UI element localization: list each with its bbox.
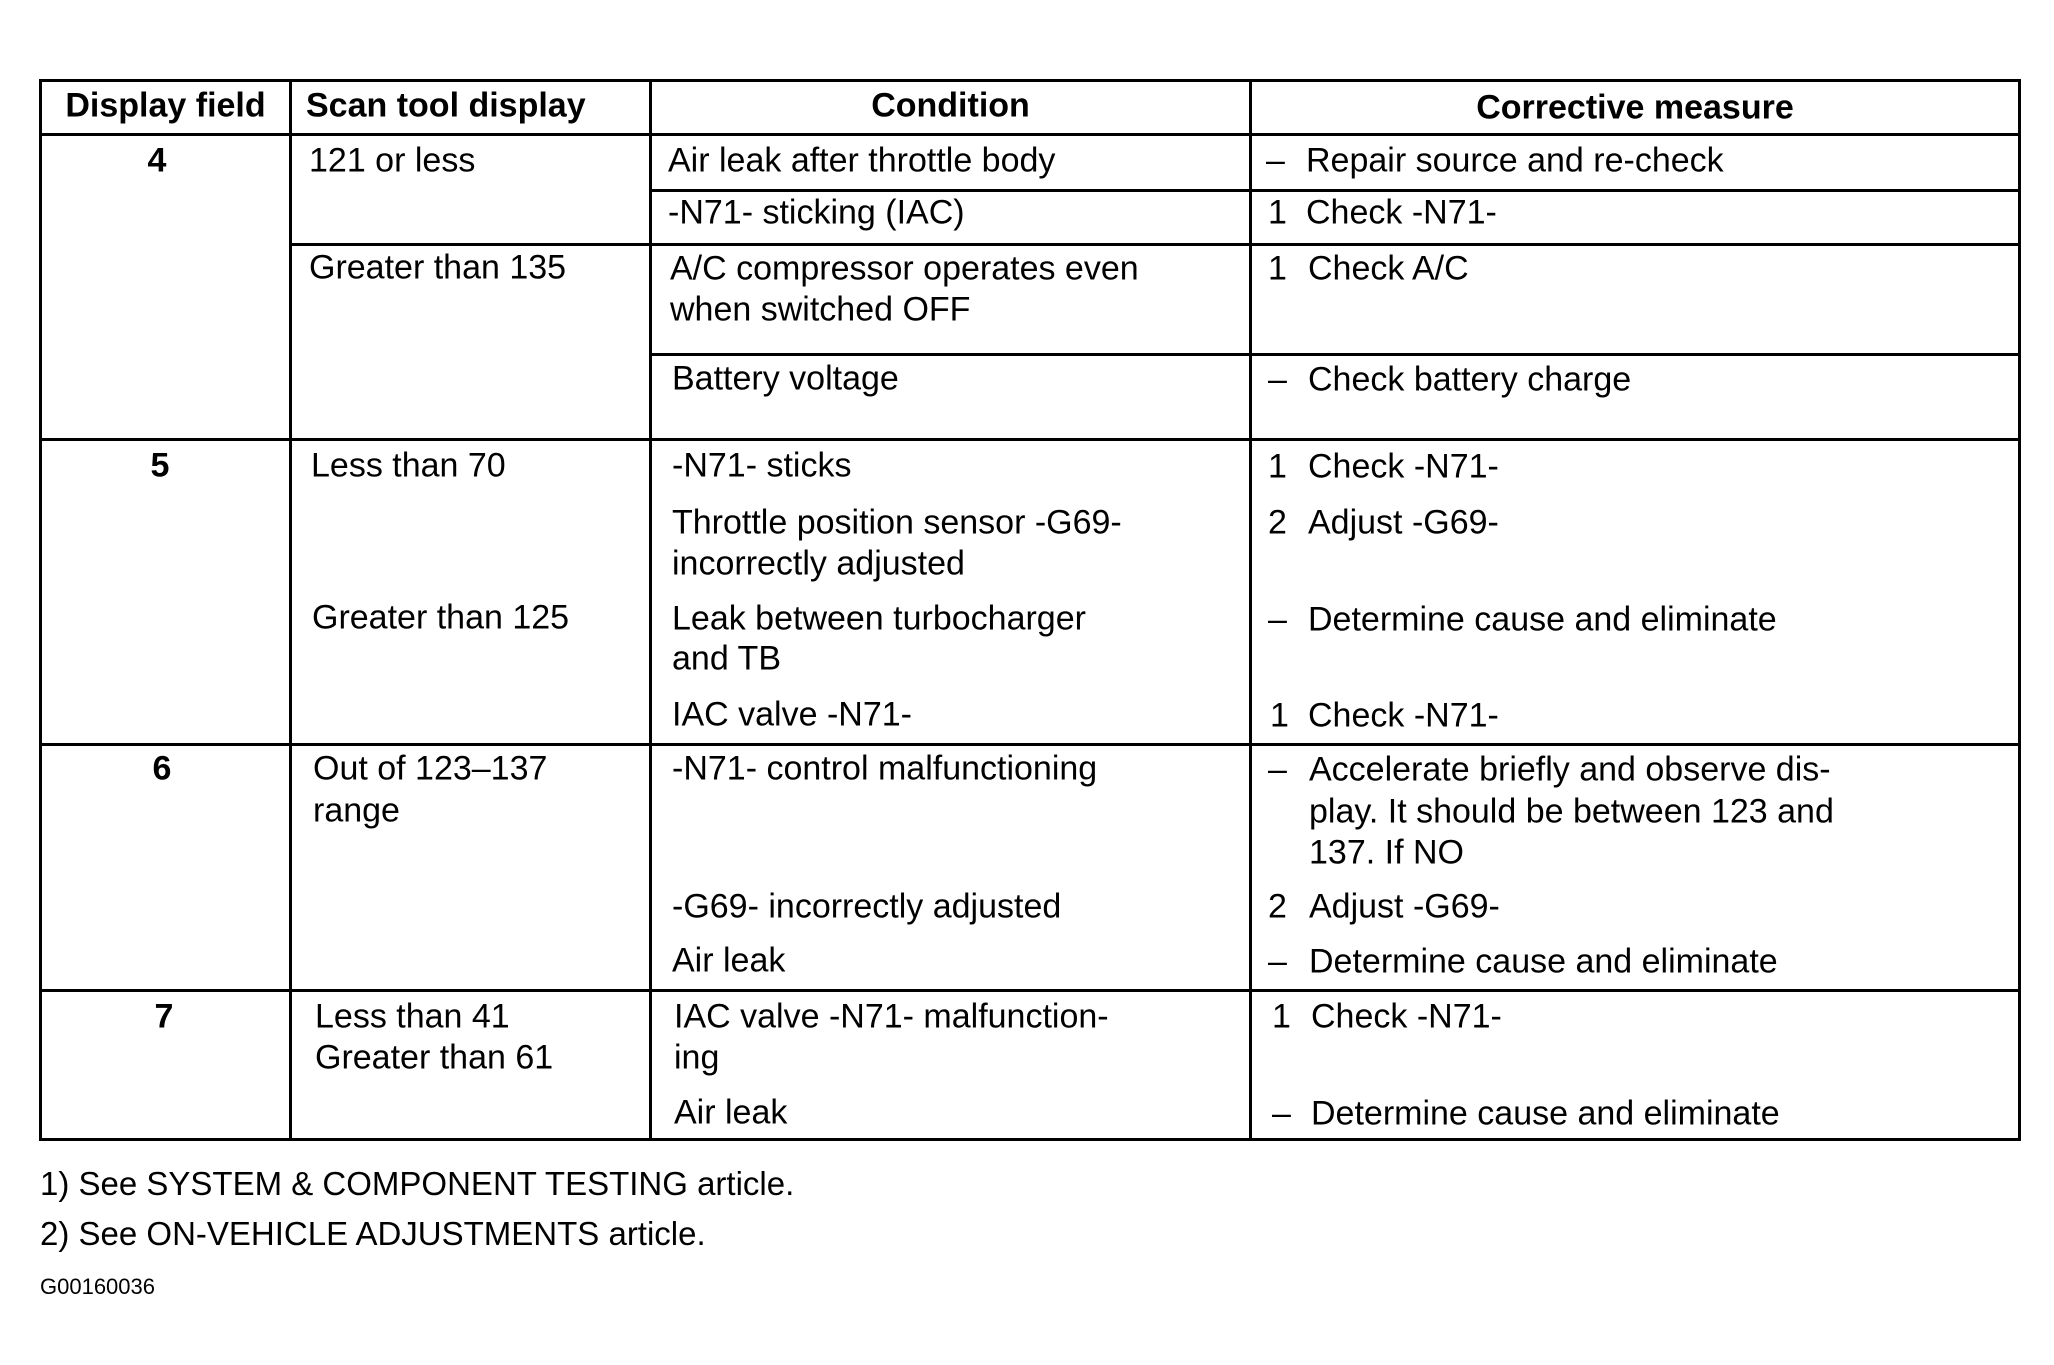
measure-marker: – (1268, 750, 1287, 789)
condition: ing (674, 1038, 720, 1077)
measure-marker: – (1266, 141, 1285, 180)
condition: A/C compressor operates even (670, 249, 1139, 288)
condition: Air leak after throttle body (668, 141, 1056, 180)
condition: incorrectly adjusted (672, 544, 965, 583)
condition: Leak between turbocharger (672, 599, 1086, 638)
condition: IAC valve -N71- malfunction- (674, 997, 1109, 1036)
divider (39, 133, 2021, 136)
header-corrective-measure: Corrective measure (1476, 88, 1794, 127)
condition: Throttle position sensor -G69- (672, 503, 1122, 542)
measure: Check -N71- (1308, 696, 1499, 735)
scan-value: range (313, 791, 400, 830)
divider (39, 79, 2021, 82)
scan-value: Less than 41 (315, 997, 510, 1036)
scan-value: Greater than 61 (315, 1038, 554, 1077)
divider (289, 243, 2021, 246)
divider (649, 189, 2021, 192)
divider (39, 79, 42, 1141)
divider (649, 353, 2021, 356)
condition: Air leak (672, 941, 786, 980)
measure: Check -N71- (1308, 447, 1499, 486)
condition: and TB (672, 639, 782, 678)
measure: Check battery charge (1308, 360, 1632, 399)
divider (289, 79, 292, 1141)
divider (39, 989, 2021, 992)
divider (2018, 79, 2021, 1141)
header-scan-tool-display: Scan tool display (306, 86, 586, 125)
measure-marker: 2 (1268, 887, 1287, 926)
condition: -N71- sticking (IAC) (668, 193, 965, 232)
display-field: 7 (154, 997, 174, 1036)
measure: Accelerate briefly and observe dis- (1309, 750, 1831, 789)
scan-value: 121 or less (309, 141, 476, 180)
footnote-2: 2) See ON-VEHICLE ADJUSTMENTS article. (40, 1215, 706, 1252)
condition: -N71- control malfunctioning (672, 749, 1098, 788)
display-field: 6 (152, 749, 172, 788)
measure-marker: – (1272, 1094, 1291, 1133)
measure: Determine cause and eliminate (1308, 600, 1777, 639)
measure-marker: 1 (1268, 193, 1287, 232)
measure: 137. If NO (1309, 833, 1464, 872)
divider (39, 1138, 2021, 1141)
measure: play. It should be between 123 and (1309, 792, 1834, 831)
divider (649, 79, 652, 1141)
condition: -N71- sticks (672, 446, 852, 485)
condition: when switched OFF (670, 290, 971, 329)
display-field: 5 (150, 446, 170, 485)
measure: Check -N71- (1306, 193, 1497, 232)
divider (39, 743, 2021, 746)
measure-marker: 1 (1270, 696, 1289, 735)
scan-value: Greater than 125 (312, 598, 570, 637)
measure: Adjust -G69- (1308, 503, 1499, 542)
measure-marker: – (1268, 942, 1287, 981)
divider (39, 438, 2021, 441)
measure-marker: 1 (1272, 997, 1291, 1036)
footnote-1: 1) See SYSTEM & COMPONENT TESTING articl… (40, 1165, 795, 1202)
measure: Check -N71- (1311, 997, 1502, 1036)
measure-marker: 1 (1268, 249, 1287, 288)
display-field: 4 (147, 141, 167, 180)
condition: Air leak (674, 1093, 788, 1132)
scan-value: Out of 123–137 (313, 749, 548, 788)
measure: Repair source and re-check (1306, 141, 1724, 180)
scan-value: Greater than 135 (309, 248, 567, 287)
divider (1249, 79, 1252, 1141)
measure: Determine cause and eliminate (1309, 942, 1778, 981)
measure-marker: – (1268, 600, 1287, 639)
figure-code: G00160036 (40, 1274, 155, 1299)
condition: IAC valve -N71- (672, 695, 912, 734)
measure-marker: 1 (1268, 447, 1287, 486)
measure-marker: – (1268, 360, 1287, 399)
measure: Check A/C (1308, 249, 1469, 288)
condition: Battery voltage (672, 359, 899, 398)
measure: Determine cause and eliminate (1311, 1094, 1780, 1133)
measure: Adjust -G69- (1309, 887, 1500, 926)
scan-value: Less than 70 (311, 446, 506, 485)
condition: -G69- incorrectly adjusted (672, 887, 1062, 926)
header-condition: Condition (871, 86, 1030, 125)
header-display-field: Display field (65, 86, 266, 125)
measure-marker: 2 (1268, 503, 1287, 542)
